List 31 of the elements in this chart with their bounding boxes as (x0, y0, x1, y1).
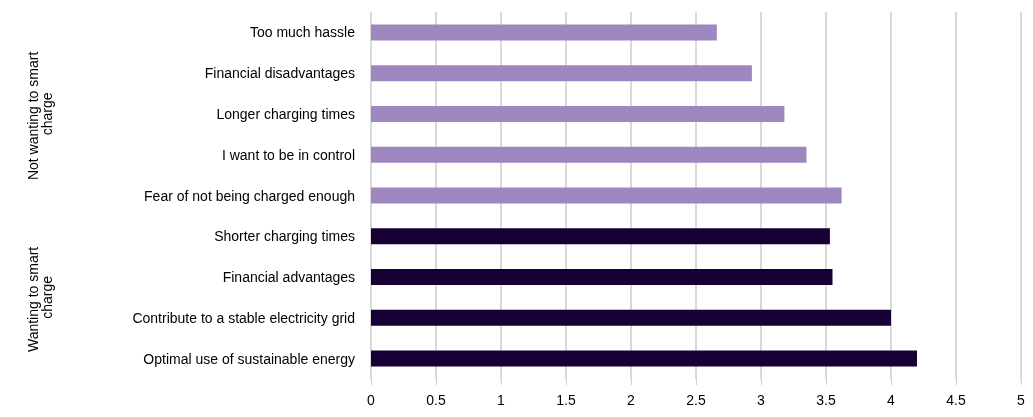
bar (371, 309, 891, 326)
bar (371, 65, 752, 82)
bar (371, 146, 807, 163)
y-tick-label: I want to be in control (221, 146, 355, 163)
y-tick-label: Longer charging times (216, 105, 355, 122)
y-tick-label: Financial advantages (222, 269, 355, 286)
bar (371, 228, 830, 245)
x-tick-label: 4.5 (946, 392, 966, 408)
x-tick-label: 3.5 (816, 392, 836, 408)
y-tick-label: Shorter charging times (214, 228, 355, 245)
bar (371, 187, 842, 204)
bar (371, 24, 717, 41)
x-tick-label: 4 (887, 392, 896, 408)
y-tick-label: Optimal use of sustainable energy (143, 350, 355, 367)
x-tick-label: 2.5 (686, 392, 706, 408)
x-tick-label: 0 (367, 392, 376, 408)
bar (371, 105, 785, 122)
y-tick-label: Financial disadvantages (204, 65, 355, 82)
x-tick-label: 1 (497, 392, 506, 408)
x-tick-label: 3 (757, 392, 766, 408)
bar (371, 269, 833, 286)
text: Not wanting to smart charge (25, 47, 55, 181)
y-tick-label: Too much hassle (249, 24, 356, 41)
y-tick-label: Fear of not being charged enough (144, 187, 355, 204)
bar (371, 350, 917, 367)
x-tick-label: 5 (1017, 392, 1026, 408)
x-tick-label: 2 (627, 392, 636, 408)
x-tick-label: 0.5 (426, 392, 446, 408)
x-tick-label: 1.5 (556, 392, 576, 408)
y-tick-label: Contribute to a stable electricity grid (132, 309, 355, 326)
text: Wanting to smart charge (25, 242, 55, 353)
